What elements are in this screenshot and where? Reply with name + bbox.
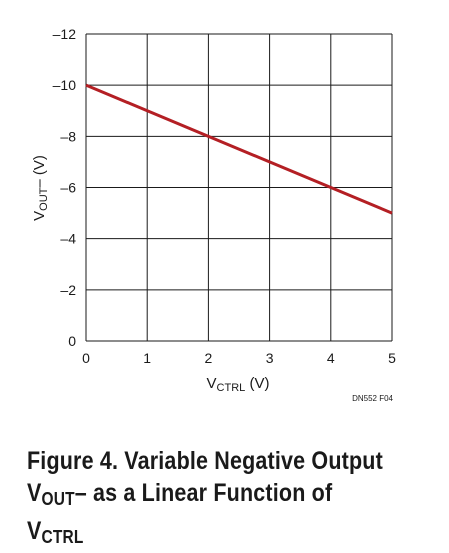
figure-code: DN552 F04 (352, 394, 393, 403)
caption-line-2: VOUT– as a Linear Function of VCTRL (27, 479, 333, 547)
series-line (85, 83, 393, 215)
figure-caption: Figure 4. Variable Negative Output VOUT–… (27, 445, 384, 553)
x-axis-label: VCTRL (V) (207, 375, 270, 394)
caption-line-1: Figure 4. Variable Negative Output (27, 447, 383, 475)
x-tick-labels: 0 1 2 3 4 5 (82, 350, 396, 366)
y-tick-label: –2 (60, 282, 76, 298)
x-tick-label: 0 (82, 350, 90, 366)
x-tick-label: 3 (266, 350, 274, 366)
series-group (85, 83, 393, 215)
y-tick-label: –8 (60, 128, 76, 144)
line-chart: 0 1 2 3 4 5 0 –2 –4 –6 –8 –10 –12 VCTRL (V) VOUT– (… (31, 26, 396, 403)
y-tick-label: –6 (60, 180, 76, 196)
y-tick-label: –12 (53, 26, 77, 42)
grid (85, 33, 393, 342)
x-tick-label: 5 (388, 350, 396, 366)
y-tick-labels: 0 –2 –4 –6 –8 –10 –12 (53, 26, 77, 349)
y-tick-label: –10 (53, 77, 77, 93)
x-tick-label: 4 (327, 350, 335, 366)
y-tick-label: –4 (60, 231, 76, 247)
x-tick-label: 2 (205, 350, 213, 366)
y-tick-label: 0 (68, 333, 76, 349)
y-axis-label: VOUT– (V) (31, 155, 50, 221)
x-tick-label: 1 (143, 350, 151, 366)
